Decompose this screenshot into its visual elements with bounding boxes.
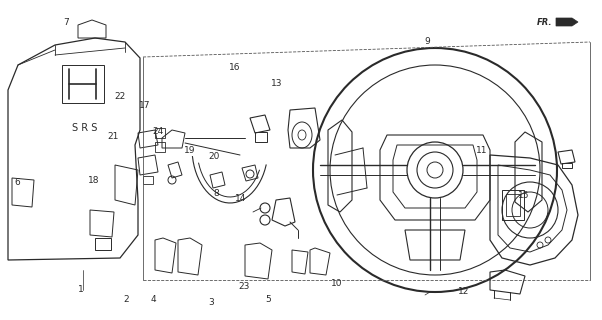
Text: 5: 5 [265, 295, 271, 304]
Text: 9: 9 [424, 37, 430, 46]
Text: S R S: S R S [72, 123, 98, 133]
Bar [502, 190, 524, 220]
Bar [255, 132, 267, 142]
Text: 4: 4 [150, 295, 157, 304]
PathPatch shape [556, 18, 578, 26]
Bar [143, 176, 153, 184]
Text: 10: 10 [331, 279, 343, 288]
Bar [506, 194, 520, 216]
Text: 16: 16 [229, 63, 241, 72]
Text: 17: 17 [138, 101, 150, 110]
Text: 11: 11 [476, 146, 488, 155]
Text: 6: 6 [14, 178, 20, 187]
Text: 13: 13 [271, 79, 283, 88]
Bar [62, 65, 104, 103]
Text: 21: 21 [108, 132, 119, 140]
Text: 20: 20 [208, 152, 219, 161]
Text: 3: 3 [208, 298, 214, 307]
Text: 19: 19 [184, 146, 196, 155]
Text: 14: 14 [235, 194, 246, 203]
Bar [562, 163, 572, 168]
Text: 1: 1 [78, 285, 84, 294]
Text: 2: 2 [123, 295, 129, 304]
Text: 12: 12 [458, 287, 469, 296]
Text: 8: 8 [214, 189, 220, 198]
Bar [95, 238, 111, 250]
Text: 23: 23 [238, 282, 249, 291]
Text: 15: 15 [518, 191, 530, 200]
Bar [155, 128, 165, 138]
Bar [155, 142, 165, 152]
Text: 22: 22 [115, 92, 126, 100]
Text: 24: 24 [152, 127, 163, 136]
Text: FR.: FR. [537, 18, 553, 27]
Text: 18: 18 [87, 176, 99, 185]
Text: 7: 7 [63, 18, 69, 27]
